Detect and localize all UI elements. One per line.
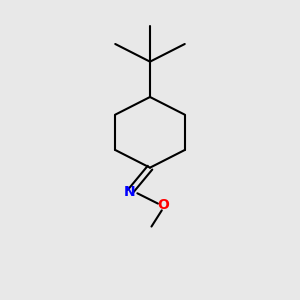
Text: O: O: [157, 198, 169, 212]
Text: N: N: [124, 185, 136, 199]
